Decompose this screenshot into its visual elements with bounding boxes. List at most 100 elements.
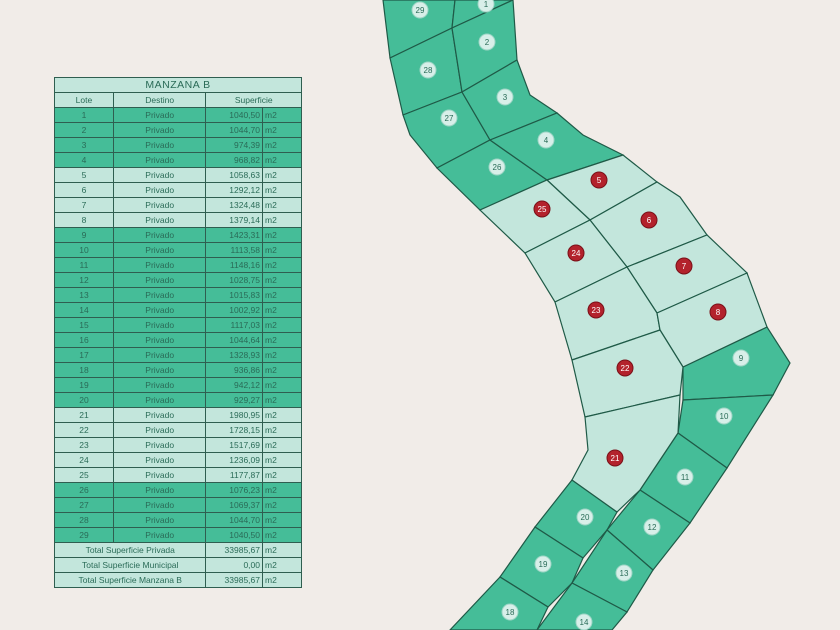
lot-number: 4: [544, 136, 549, 145]
table-row: 12 Privado 1028,75 m2: [54, 272, 302, 288]
destino-cell: Privado: [112, 227, 207, 243]
lot-marker-circle: [587, 301, 605, 319]
superficie-cell: 1379,14: [205, 212, 263, 228]
lot-marker-circle: [676, 468, 694, 486]
lot-8: [656, 272, 768, 368]
lot-marker-26: 26: [488, 158, 506, 176]
destino-cell: Privado: [112, 377, 207, 393]
lot-marker-1: 1: [477, 0, 495, 13]
lot-number: 24: [572, 249, 581, 258]
table-row: 22 Privado 1728,15 m2: [54, 422, 302, 438]
lot-4: [488, 112, 625, 181]
lot-marker-circle: [590, 171, 608, 189]
table-row: 16 Privado 1044,64 m2: [54, 332, 302, 348]
lote-cell: 7: [54, 197, 114, 213]
unit-cell: m2: [262, 422, 302, 438]
lot-marker-2: 2: [478, 33, 496, 51]
superficie-cell: 1044,64: [205, 332, 263, 348]
destino-cell: Privado: [112, 257, 207, 273]
table-row: 15 Privado 1117,03 m2: [54, 317, 302, 333]
lote-cell: 26: [54, 482, 114, 498]
lote-cell: 28: [54, 512, 114, 528]
table-row: 27 Privado 1069,37 m2: [54, 497, 302, 513]
destino-cell: Privado: [112, 527, 207, 543]
lote-cell: 29: [54, 527, 114, 543]
lote-cell: 18: [54, 362, 114, 378]
lote-cell: 6: [54, 182, 114, 198]
unit-cell: m2: [262, 152, 302, 168]
table-row: 9 Privado 1423,31 m2: [54, 227, 302, 243]
lot-number: 26: [493, 163, 502, 172]
destino-cell: Privado: [112, 467, 207, 483]
unit-cell: m2: [262, 287, 302, 303]
table-row: 25 Privado 1177,87 m2: [54, 467, 302, 483]
lot-marker-circle: [411, 1, 429, 19]
lot-marker-5: 5: [590, 171, 608, 189]
lot-number: 2: [485, 38, 490, 47]
superficie-cell: 1069,37: [205, 497, 263, 513]
unit-cell: m2: [262, 212, 302, 228]
lot-marker-10: 10: [715, 407, 733, 425]
lot-number: 3: [503, 93, 508, 102]
lot-marker-circle: [440, 109, 458, 127]
superficie-cell: 1040,50: [205, 527, 263, 543]
unit-cell: m2: [262, 467, 302, 483]
lot-marker-25: 25: [533, 200, 551, 218]
lot-marker-8: 8: [709, 303, 727, 321]
unit-cell: m2: [262, 542, 302, 558]
lot-number: 29: [416, 6, 425, 15]
table-row: 17 Privado 1328,93 m2: [54, 347, 302, 363]
lote-cell: 2: [54, 122, 114, 138]
unit-cell: m2: [262, 527, 302, 543]
table-row: 7 Privado 1324,48 m2: [54, 197, 302, 213]
total-label: Total Superficie Municipal: [53, 557, 207, 573]
unit-cell: m2: [262, 437, 302, 453]
lot-marker-22: 22: [616, 359, 634, 377]
destino-cell: Privado: [112, 422, 207, 438]
unit-cell: m2: [262, 557, 302, 573]
destino-cell: Privado: [112, 212, 207, 228]
lote-cell: 21: [54, 407, 114, 423]
lote-cell: 23: [54, 437, 114, 453]
table-row: 23 Privado 1517,69 m2: [54, 437, 302, 453]
table-title: MANZANA B: [54, 77, 302, 93]
destino-cell: Privado: [112, 392, 207, 408]
lot-marker-circle: [575, 613, 593, 630]
lot-marker-circle: [732, 349, 750, 367]
unit-cell: m2: [262, 497, 302, 513]
lot-number: 9: [739, 354, 744, 363]
unit-cell: m2: [262, 392, 302, 408]
lot-number: 13: [620, 569, 629, 578]
lot-marker-circle: [501, 603, 519, 621]
lot-marker-circle: [615, 564, 633, 582]
lot-marker-circle: [643, 518, 661, 536]
destino-cell: Privado: [112, 362, 207, 378]
lot-marker-23: 23: [587, 301, 605, 319]
lot-marker-11: 11: [676, 468, 694, 486]
lot-number: 11: [681, 473, 690, 482]
lot-number: 12: [648, 523, 657, 532]
unit-cell: m2: [262, 272, 302, 288]
superficie-cell: 1117,03: [205, 317, 263, 333]
unit-cell: m2: [262, 482, 302, 498]
lot-number: 1: [484, 0, 489, 9]
table-row: 10 Privado 1113,58 m2: [54, 242, 302, 258]
lot-marker-circle: [533, 200, 551, 218]
lot-marker-circle: [419, 61, 437, 79]
destino-cell: Privado: [112, 182, 207, 198]
lot-number: 20: [581, 513, 590, 522]
lot-number: 5: [597, 176, 602, 185]
table-row: 18 Privado 936,86 m2: [54, 362, 302, 378]
superficie-cell: 1728,15: [205, 422, 263, 438]
table-row: 5 Privado 1058,63 m2: [54, 167, 302, 183]
superficie-cell: 1423,31: [205, 227, 263, 243]
total-row: Total Superficie Privada 33985,67 m2: [53, 542, 302, 558]
lot-marker-3: 3: [496, 88, 514, 106]
lote-cell: 12: [54, 272, 114, 288]
total-label: Total Superficie Manzana B: [53, 572, 207, 588]
unit-cell: m2: [262, 572, 302, 588]
destino-cell: Privado: [112, 347, 207, 363]
lot-marker-9: 9: [732, 349, 750, 367]
total-value: 33985,67: [205, 572, 263, 588]
unit-cell: m2: [262, 257, 302, 273]
